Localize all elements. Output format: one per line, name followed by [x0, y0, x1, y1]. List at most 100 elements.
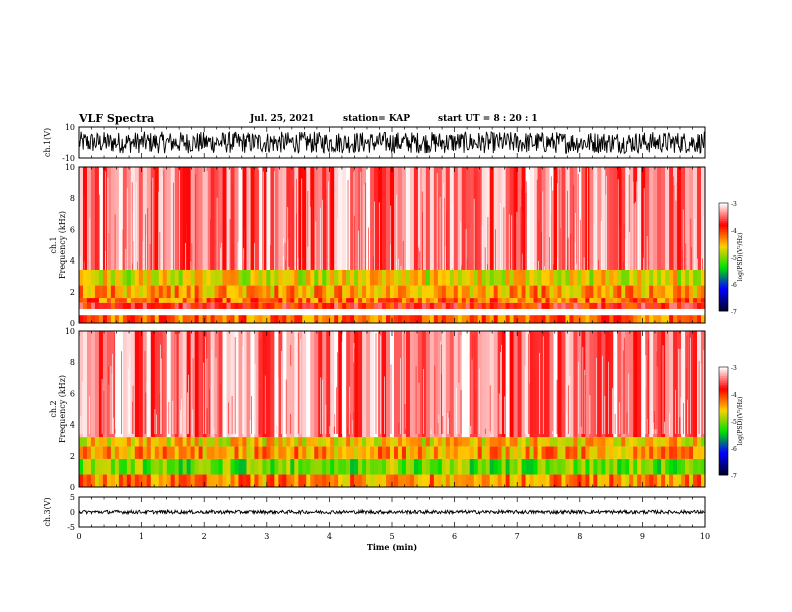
ch1-spectrogram-cell	[366, 315, 371, 323]
ch1-spectrogram-cell	[114, 269, 120, 286]
ch1-spectrogram-cell	[693, 285, 698, 299]
ch1-spectrogram-cell	[401, 285, 407, 299]
ch1-spectrogram-cell	[218, 285, 223, 299]
ch2-spectrogram-cell	[214, 446, 219, 459]
ch2-spectrogram-cell	[489, 446, 494, 459]
ch1-spectrogram-cell	[286, 298, 291, 303]
ch1-spectrogram-cell	[541, 285, 546, 299]
ch1-spectrogram-cell	[222, 298, 227, 303]
colorbar-swatch	[719, 208, 728, 211]
ch1-spectrogram-cell	[625, 298, 630, 303]
ch1-spectrogram-cell	[489, 298, 494, 303]
ch2-spectrogram-cell	[82, 458, 88, 475]
ch1-spectrogram-cell	[126, 269, 132, 286]
ch1-spectrogram-cell	[250, 269, 255, 286]
colorbar-swatch	[719, 458, 728, 461]
ch1-spectrogram-cell	[222, 285, 227, 299]
ch2-spectrogram-cell	[485, 474, 490, 487]
ch1-spectrogram-cell	[266, 269, 271, 286]
ch2-spectrogram-cell	[561, 331, 566, 438]
ch2-spectrogram-cell	[417, 446, 423, 459]
ch2-spectrogram-cell	[425, 446, 431, 459]
colorbar-swatch	[719, 298, 728, 301]
ch1-spectrogram-cell	[577, 269, 582, 286]
ch2-spectrogram-cell	[138, 474, 144, 487]
ch2-spectrogram-cell	[529, 458, 534, 475]
ch2-spectrogram-cell	[342, 331, 347, 438]
colorbar-swatch	[719, 222, 728, 225]
colorbar-tick-label: -7	[731, 473, 737, 480]
ch1-spectrogram-cell	[110, 315, 116, 323]
colorbar-swatch	[719, 412, 728, 415]
ch1-spectrogram-cell	[685, 285, 690, 299]
ch1-spectrogram-cell	[589, 315, 594, 323]
ch1-spectrogram-cell	[330, 315, 335, 323]
ch1-spectrogram-cell	[425, 269, 431, 286]
ch1-spectrogram-cell	[266, 298, 271, 303]
ch2-spectrogram-cell	[134, 437, 140, 447]
colorbar-swatch	[719, 473, 728, 476]
ch2-spectrogram-cell	[362, 474, 367, 487]
ch1-spectrogram-cell	[673, 315, 678, 323]
ch2-spectrogram-cell	[617, 437, 622, 447]
ch2-spectrogram-cell	[421, 474, 427, 487]
ch2-spectrogram-cell	[158, 474, 164, 487]
ch1-spectrogram-cell	[258, 298, 263, 303]
ch2-spectrogram-cell	[90, 331, 96, 438]
ch1-spectrogram-cell	[374, 167, 379, 270]
ch1-spectrogram-cell	[350, 167, 355, 270]
ch2-spectrogram-cell	[194, 446, 199, 459]
ch1-spectrogram-cell	[266, 285, 271, 299]
ch2-spectrogram-cell	[513, 474, 518, 487]
ch2-spectrogram-cell	[250, 474, 255, 487]
ch1-spectrogram-cell	[122, 167, 128, 270]
ch1-spectrogram-cell	[693, 167, 698, 270]
ch1-spectrogram-cell	[110, 285, 116, 299]
colorbar-swatch	[719, 221, 728, 224]
ch2-spectrogram-cell	[258, 458, 263, 475]
ch1-spectrogram-cell	[677, 167, 682, 270]
ch2-spectrogram-cell	[597, 437, 602, 447]
ch1-spectrogram-cell	[102, 315, 108, 323]
ch1-spectrogram-cell	[226, 269, 231, 286]
ch1-spectrogram-cell	[218, 302, 223, 309]
ch2-spectrogram-cell	[689, 474, 694, 487]
ch1-spectrogram-cell	[106, 302, 112, 309]
ch1-spectrogram-cell	[118, 285, 124, 299]
ch2-spectrogram-cell	[318, 446, 323, 459]
ch1-spectrogram-cell	[118, 167, 124, 270]
ch1-spectrogram-cell	[190, 285, 195, 299]
ch2-spectrogram-cell	[266, 458, 271, 475]
ch2-spectrogram-cell	[517, 446, 522, 459]
ch1-spectrogram-cell	[262, 269, 267, 286]
ch1-spectrogram-cell	[290, 269, 295, 286]
ch2-spectrogram-cell	[294, 437, 299, 447]
ch2-spectrogram-cell	[513, 446, 518, 459]
ch1-spectrogram-cell	[493, 167, 498, 270]
ch2-spectrogram-cell	[334, 458, 339, 475]
colorbar-swatch	[719, 296, 728, 299]
ch1-spectrogram-cell	[517, 269, 522, 286]
ch1-spectrogram-cell	[605, 302, 610, 309]
ch1-spectrogram-cell	[334, 269, 339, 286]
ch1-spectrogram-cell	[453, 285, 459, 299]
ch1-spectrogram-cell	[537, 302, 542, 309]
ch1-spectrogram-cell	[597, 285, 602, 299]
ch1-spectrogram-cell	[110, 298, 116, 303]
ch1-spectrogram-cell	[374, 269, 379, 286]
ch1-spectrogram-cell	[278, 269, 283, 286]
ch2-spectrogram-cell	[565, 437, 570, 447]
ch1-spectrogram-cell	[290, 285, 295, 299]
ch1-spectrogram-cell	[609, 285, 614, 299]
ch2-spectrogram-cell	[421, 437, 427, 447]
ch2-spectrogram-cell	[262, 437, 267, 447]
ch2-spectrogram-cell	[146, 458, 152, 475]
ch2-spectrogram-cell	[202, 446, 207, 459]
ch2-spectrogram-cell	[318, 437, 323, 447]
ch2-spectrogram-cell	[605, 446, 610, 459]
ch2-spectrogram-cell	[393, 458, 399, 475]
ch2-spectrogram-cell	[629, 458, 634, 475]
ch1-spectrogram-cell	[114, 315, 120, 323]
ch1-spectrogram-cell	[457, 285, 463, 299]
ch1-spectrogram-cell	[529, 269, 534, 286]
